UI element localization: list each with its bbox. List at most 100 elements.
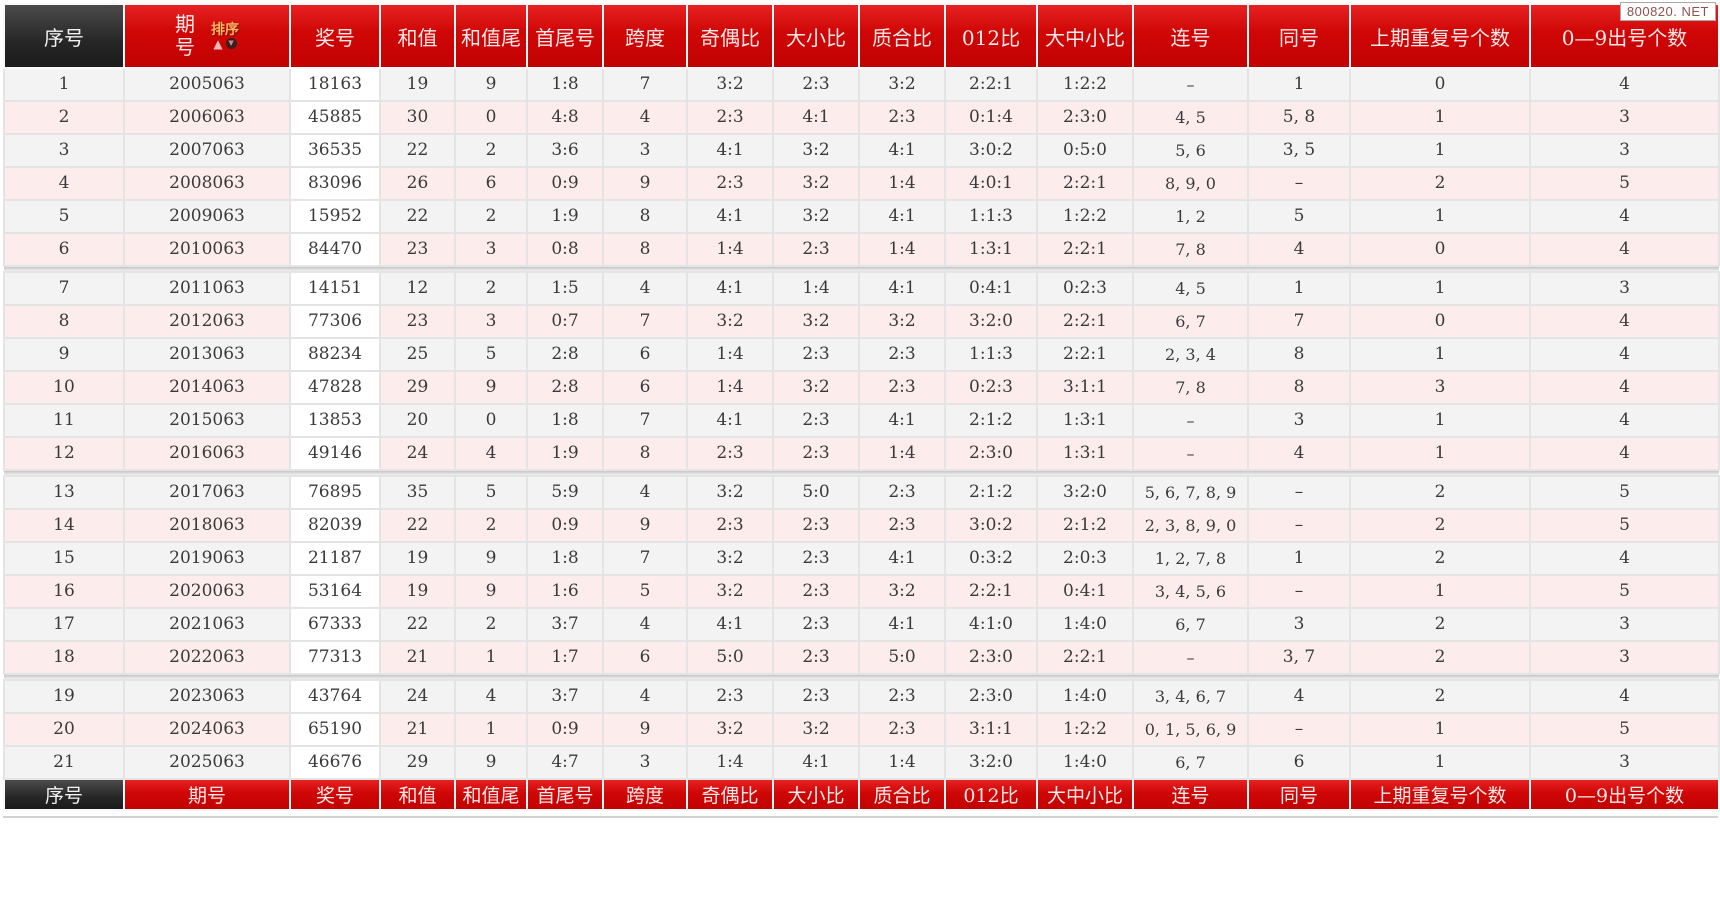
page: 800820. NET 序号期号排序 ▲ ▼ 奖号 和值 和值尾 首尾号 跨度 奇偶比 大小比 质合… [3, 2, 1720, 818]
cell-和值: 23 [379, 232, 456, 267]
footer-header-2: 期号 [123, 778, 291, 811]
cell-连号: 3, 4, 6, 7 [1132, 679, 1249, 714]
footer-header-6: 首尾号 [526, 778, 604, 811]
cell-跨度: 8 [602, 232, 688, 267]
sort-asc-icon[interactable]: ▲ [213, 36, 223, 51]
cell-期号: 2022063 [123, 640, 291, 675]
cell-质合比: 2:3 [858, 475, 946, 510]
cell-大小比: 2:3 [772, 541, 860, 576]
table-row: 2 2006063 45885 30 0 4:8 4 2:3 4:1 2:3 0:1:4 2:3:0 4… [3, 100, 1720, 135]
cell-大中小比: 2:1:2 [1036, 508, 1134, 543]
cell-上期重复号个数: 1 [1349, 199, 1531, 234]
table-row: 7 2011063 14151 12 2 1:5 4 4:1 1:4 4:1 0:4:1 0:2:3 4… [3, 271, 1720, 306]
cell-质合比: 3:2 [858, 574, 946, 609]
cell-同号: 7 [1247, 304, 1351, 339]
table-row: 8 2012063 77306 23 3 0:7 7 3:2 3:2 3:2 3:2:0 2:2:1 6… [3, 304, 1720, 339]
cell-和值尾: 0 [454, 403, 528, 438]
table-row: 18 2022063 77313 21 1 1:7 6 5:0 2:3 5:0 2:3:0 2:2:1… [3, 640, 1720, 675]
cell-同号: 3, 5 [1247, 133, 1351, 168]
cell-首尾号: 1:8 [526, 403, 604, 438]
cell-序号: 1 [3, 67, 125, 102]
cell-序号: 9 [3, 337, 125, 372]
column-header-6: 首尾号 [526, 3, 604, 69]
cell-上期重复号个数: 2 [1349, 679, 1531, 714]
cell-和值尾: 4 [454, 436, 528, 471]
cell-0—9出号个数: 3 [1529, 607, 1720, 642]
cell-期号: 2020063 [123, 574, 291, 609]
cell-首尾号: 1:9 [526, 199, 604, 234]
cell-期号: 2016063 [123, 436, 291, 471]
cell-首尾号: 1:8 [526, 541, 604, 576]
cell-跨度: 8 [602, 199, 688, 234]
cell-大小比: 3:2 [772, 304, 860, 339]
cell-奖号: 77313 [289, 640, 381, 675]
cell-上期重复号个数: 3 [1349, 370, 1531, 405]
cell-0—9出号个数: 5 [1529, 508, 1720, 543]
cell-奖号: 45885 [289, 100, 381, 135]
period-header-char: 号 [175, 35, 195, 59]
cell-连号: 3, 4, 5, 6 [1132, 574, 1249, 609]
cell-奇偶比: 2:3 [686, 166, 774, 201]
cell-0—9出号个数: 5 [1529, 712, 1720, 747]
cell-大中小比: 1:2:2 [1036, 67, 1134, 102]
cell-012比: 2:2:1 [944, 67, 1038, 102]
cell-0—9出号个数: 4 [1529, 403, 1720, 438]
cell-连号: 4, 5 [1132, 100, 1249, 135]
cell-奖号: 84470 [289, 232, 381, 267]
cell-期号: 2007063 [123, 133, 291, 168]
cell-期号: 2013063 [123, 337, 291, 372]
cell-奇偶比: 3:2 [686, 475, 774, 510]
cell-0—9出号个数: 4 [1529, 679, 1720, 714]
cell-首尾号: 4:8 [526, 100, 604, 135]
cell-上期重复号个数: 2 [1349, 640, 1531, 675]
cell-跨度: 9 [602, 166, 688, 201]
cell-012比: 4:0:1 [944, 166, 1038, 201]
table-row: 5 2009063 15952 22 2 1:9 8 4:1 3:2 4:1 1:1:3 1:2:2 1… [3, 199, 1720, 234]
cell-上期重复号个数: 1 [1349, 133, 1531, 168]
sort-widget[interactable]: 排序 ▲ ▼ [211, 22, 239, 51]
cell-序号: 11 [3, 403, 125, 438]
cell-首尾号: 0:7 [526, 304, 604, 339]
period-header-label: 期号 [175, 13, 195, 59]
cell-同号: 1 [1247, 271, 1351, 306]
footer-row: 序号 期号 奖号 和值 和值尾 首尾号 跨度 奇偶比 大小比 质合比 012比 大中小比 连号 同号 上期重… [3, 778, 1720, 811]
table-row: 21 2025063 46676 29 9 4:7 3 1:4 4:1 1:4 3:2:0 1:4:0… [3, 745, 1720, 780]
cell-首尾号: 1:9 [526, 436, 604, 471]
footer-header-7: 跨度 [602, 778, 688, 811]
cell-奖号: 67333 [289, 607, 381, 642]
cell-大中小比: 2:2:1 [1036, 304, 1134, 339]
cell-质合比: 1:4 [858, 436, 946, 471]
cell-012比: 2:3:0 [944, 436, 1038, 471]
cell-大小比: 3:2 [772, 133, 860, 168]
cell-大小比: 2:3 [772, 403, 860, 438]
cell-期号: 2018063 [123, 508, 291, 543]
cell-和值: 35 [379, 475, 456, 510]
cell-012比: 1:1:3 [944, 199, 1038, 234]
cell-上期重复号个数: 0 [1349, 67, 1531, 102]
cell-质合比: 2:3 [858, 100, 946, 135]
cell-奇偶比: 4:1 [686, 271, 774, 306]
cell-序号: 7 [3, 271, 125, 306]
cell-跨度: 3 [602, 133, 688, 168]
cell-大小比: 2:3 [772, 232, 860, 267]
footer-header-8: 奇偶比 [686, 778, 774, 811]
cell-012比: 2:3:0 [944, 679, 1038, 714]
cell-同号: 4 [1247, 679, 1351, 714]
cell-跨度: 7 [602, 403, 688, 438]
cell-上期重复号个数: 1 [1349, 574, 1531, 609]
column-header-13: 连号 [1132, 3, 1249, 69]
cell-0—9出号个数: 4 [1529, 370, 1720, 405]
cell-大中小比: 2:0:3 [1036, 541, 1134, 576]
cell-同号: 3 [1247, 403, 1351, 438]
cell-和值尾: 2 [454, 133, 528, 168]
cell-跨度: 9 [602, 508, 688, 543]
cell-012比: 2:1:2 [944, 403, 1038, 438]
cell-奇偶比: 3:2 [686, 304, 774, 339]
cell-序号: 6 [3, 232, 125, 267]
sort-desc-button[interactable]: ▼ [225, 38, 237, 49]
group-separator [4, 266, 1719, 272]
cell-首尾号: 2:8 [526, 337, 604, 372]
cell-同号: 4 [1247, 436, 1351, 471]
cell-质合比: 4:1 [858, 607, 946, 642]
column-header-10: 质合比 [858, 3, 946, 69]
